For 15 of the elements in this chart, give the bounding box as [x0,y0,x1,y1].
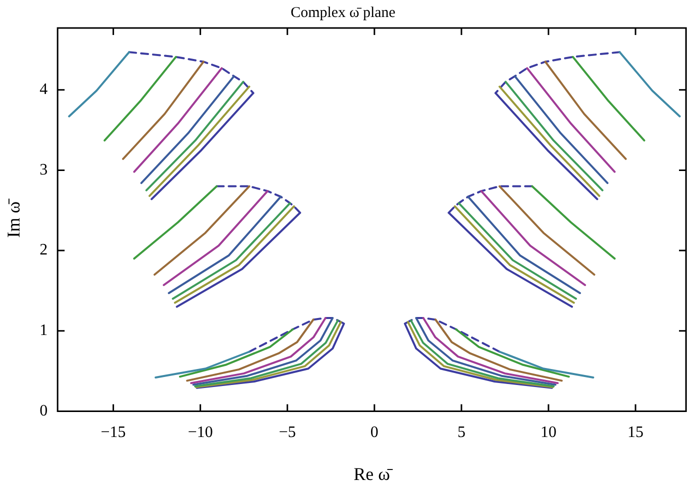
y-tick-label: 1 [40,322,48,340]
y-axis-title: Im ω̄ [4,198,24,238]
x-tick-label: −5 [278,424,296,442]
chart-title: Complex ω̄ plane [290,4,396,21]
x-tick-label: 0 [370,424,378,442]
x-tick-label: 5 [457,424,466,442]
x-axis-title: Re ω̄ [354,464,393,484]
y-tick-label: 4 [40,81,48,98]
y-tick-label: 2 [40,242,48,259]
x-tick-label: −15 [100,424,126,442]
x-tick-label: −10 [188,424,213,442]
x-tick-label: 15 [628,424,644,442]
x-tick-label: 10 [540,424,556,442]
y-tick-label: 0 [40,402,48,420]
y-tick-label: 3 [40,161,48,178]
